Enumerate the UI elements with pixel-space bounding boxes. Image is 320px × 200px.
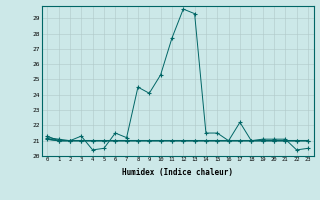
X-axis label: Humidex (Indice chaleur): Humidex (Indice chaleur) bbox=[122, 168, 233, 177]
